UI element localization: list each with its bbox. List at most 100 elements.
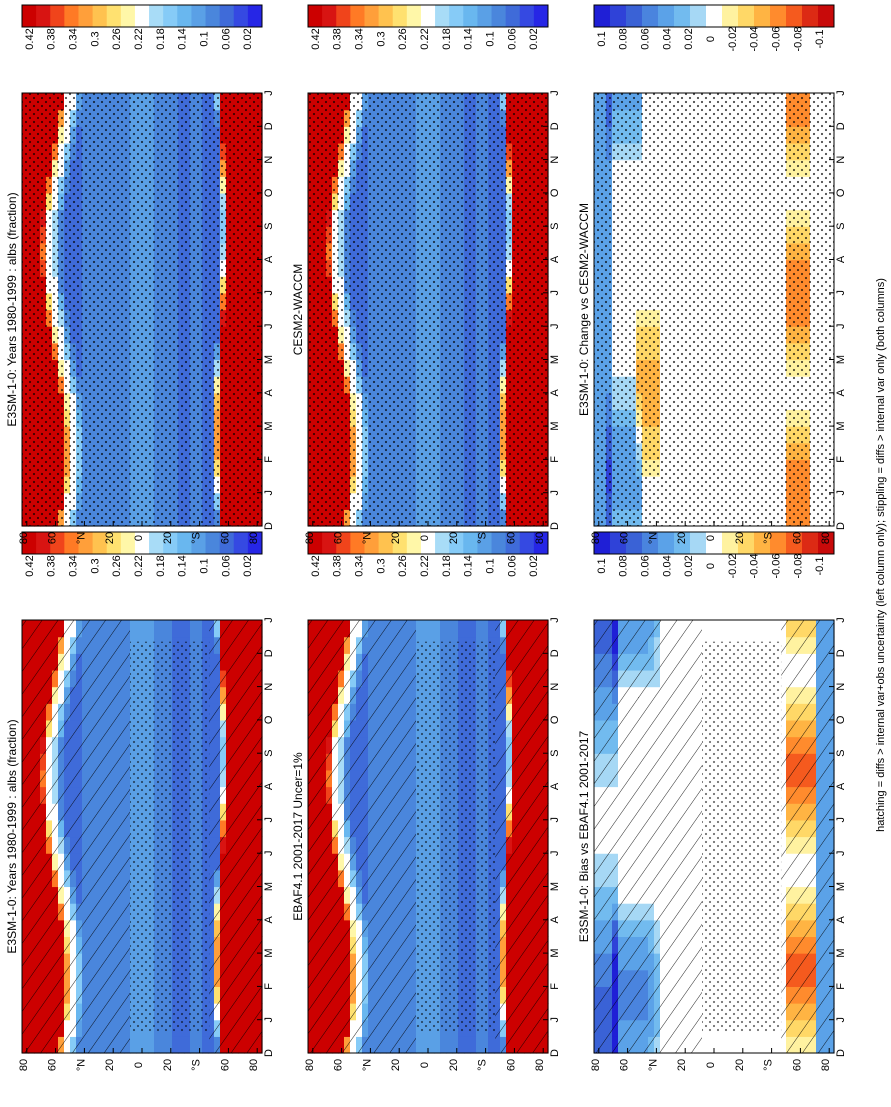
- colorbar-swatch: [463, 5, 478, 27]
- heatmap-cell: [416, 1036, 423, 1054]
- colorbar-swatch: [205, 5, 221, 27]
- lat-tick-label: °N: [361, 532, 373, 544]
- heatmap-cell: [476, 620, 483, 638]
- colorbar-tick-label: 0.02: [528, 555, 540, 576]
- colorbar-tick-label: 0.14: [463, 28, 475, 49]
- heatmap-cell: [708, 1036, 715, 1054]
- heatmap-cell: [184, 620, 191, 638]
- colorbar-tick-label: 0.1: [199, 558, 211, 573]
- heatmap-cell: [202, 620, 209, 638]
- heatmap-cell: [464, 1036, 471, 1054]
- heatmap-cell: [488, 1036, 495, 1054]
- colorbar-swatch: [378, 532, 394, 554]
- significance-overlay: [22, 93, 262, 526]
- heatmap-cell: [428, 1036, 435, 1054]
- time-tick-label: J: [263, 290, 275, 296]
- colorbar-tick-label: 0.38: [46, 28, 58, 49]
- colorbar-swatch: [322, 532, 337, 554]
- colorbar-tick-label: 0.3: [375, 31, 387, 46]
- colorbar-frame: [307, 531, 549, 555]
- colorbar-tick-label: 0.42: [310, 28, 322, 49]
- significance-overlay: [22, 620, 262, 1053]
- time-tick-label: F: [549, 456, 561, 463]
- heatmap-cell: [178, 620, 185, 638]
- lat-tick-label: 80: [18, 1059, 30, 1071]
- colorbar-tick-label: 0.18: [441, 555, 453, 576]
- lat-tick-label: 20: [162, 1059, 174, 1071]
- colorbar-swatch: [477, 532, 493, 554]
- hatch-region: [209, 620, 262, 1053]
- colorbar-tick-label: 0.3: [375, 558, 387, 573]
- time-tick-label: A: [263, 782, 275, 790]
- colorbar-swatch: [92, 532, 108, 554]
- heatmap-cell: [488, 620, 495, 638]
- lat-tick-label: °N: [75, 1059, 87, 1071]
- lat-tick-label: 20: [390, 532, 402, 544]
- time-tick-label: J: [549, 323, 561, 329]
- heatmap-cell: [148, 620, 155, 638]
- lat-tick-label: 20: [390, 1059, 402, 1071]
- colorbar-tick-label: 0.38: [46, 555, 58, 576]
- colorbar-tick-label: 0.1: [199, 31, 211, 46]
- colorbar-swatch: [36, 5, 51, 27]
- colorbar-tick-label: 0.22: [133, 555, 145, 576]
- lat-tick-label: °N: [75, 532, 87, 544]
- colorbar-swatch: [191, 5, 207, 27]
- heatmap-cell: [464, 620, 471, 638]
- time-tick-label: D: [549, 649, 561, 657]
- time-tick-label: M: [549, 422, 561, 431]
- time-tick-label: O: [549, 715, 561, 724]
- colorbar-swatch: [350, 532, 365, 554]
- colorbar-tick-label: 0.3: [89, 31, 101, 46]
- colorbar-swatch: [322, 5, 337, 27]
- stipple-region: [308, 93, 548, 526]
- colorbar-swatch: [78, 532, 94, 554]
- time-tick-label: J: [263, 90, 275, 96]
- colorbar-tick-label: 0.06: [506, 28, 518, 49]
- colorbar-tick-label: 0.14: [177, 28, 189, 49]
- time-tick-label: J: [263, 323, 275, 329]
- colorbar-tick-label: 0.3: [89, 558, 101, 573]
- time-tick-label: M: [263, 355, 275, 364]
- colorbar-swatch: [177, 5, 192, 27]
- heatmap-cell: [190, 1036, 197, 1054]
- panel-title: CESM2-WACCM: [291, 264, 305, 356]
- lat-tick-label: 20: [448, 532, 460, 544]
- lat-tick-label: 60: [333, 1059, 345, 1071]
- heatmap-cell: [202, 1036, 209, 1054]
- heatmap-cell: [452, 1036, 459, 1054]
- time-tick-label: O: [263, 715, 275, 724]
- lat-tick-label: 80: [248, 1059, 260, 1071]
- heatmap-cell: [446, 620, 453, 638]
- colorbar-swatch: [420, 532, 436, 554]
- heatmap-cell: [702, 1036, 709, 1054]
- heatmap-cell: [142, 620, 149, 638]
- lat-tick-label: 0: [419, 1062, 431, 1068]
- hatch-region: [22, 620, 130, 1053]
- stipple-region: [130, 641, 210, 1032]
- heatmap-cell: [440, 1036, 447, 1054]
- time-tick-label: M: [263, 422, 275, 431]
- colorbar-swatch: [519, 532, 535, 554]
- heatmap-cell: [166, 1036, 173, 1054]
- heatmap-cell: [154, 620, 161, 638]
- heatmap-cell: [184, 1036, 191, 1054]
- colorbar-tick-label: 0.02: [242, 28, 254, 49]
- colorbar-tick-label: 0.26: [111, 555, 123, 576]
- heatmap-cell: [172, 620, 179, 638]
- lat-tick-label: 80: [304, 1059, 316, 1071]
- colorbar: 0.42 0.38 0.34 0.3 0.26 0.22 0.18 0.14 0.1 0.06 0.…: [21, 4, 263, 50]
- colorbar-tick-label: 0.42: [24, 555, 36, 576]
- lat-axis: 80 60 °N 20 0 20 °S 60 80: [304, 1048, 546, 1071]
- lat-tick-label: 60: [219, 532, 231, 544]
- colorbar-swatch: [219, 532, 235, 554]
- colorbar-tick-label: 0.18: [155, 555, 167, 576]
- heatmap-cell: [470, 620, 477, 638]
- time-tick-label: N: [549, 156, 561, 164]
- time-tick-label: F: [263, 456, 275, 463]
- colorbar-swatch: [36, 532, 51, 554]
- time-tick-label: M: [549, 355, 561, 364]
